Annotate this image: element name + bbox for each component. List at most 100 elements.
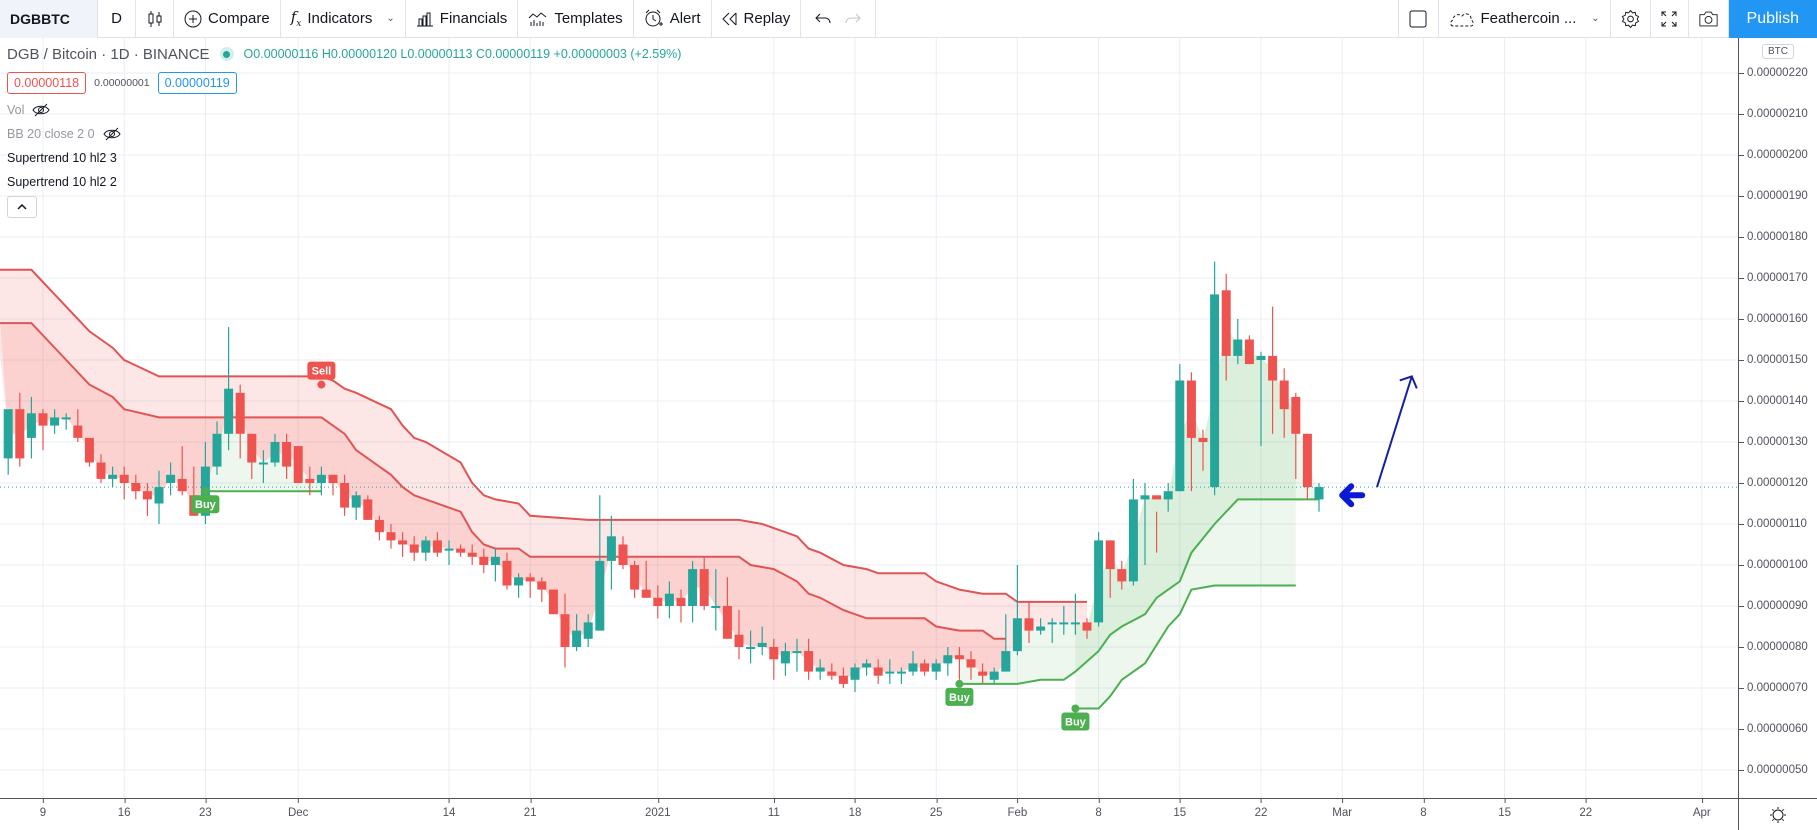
sell-price-button[interactable]: 0.00000118: [7, 72, 87, 94]
chevron-down-icon: ⌄: [1591, 13, 1600, 24]
settings-button[interactable]: [1611, 0, 1651, 38]
axis-settings-button[interactable]: [1738, 798, 1817, 830]
indicators-label: Indicators: [307, 10, 373, 27]
time-tick: 14: [442, 799, 456, 819]
indicator-bollinger[interactable]: BB 20 close 2 0: [7, 122, 681, 146]
spread-value: 0.00000001: [94, 77, 150, 89]
chart-legend: DGB / Bitcoin · 1D · BINANCE O0.00000116…: [7, 44, 681, 218]
eye-off-icon[interactable]: [32, 103, 50, 117]
compare-button[interactable]: Compare: [174, 0, 281, 38]
rewind-icon: [721, 12, 737, 25]
compare-label: Compare: [208, 10, 270, 27]
indicator-supertrend-3[interactable]: Supertrend 10 hl2 3: [7, 146, 681, 170]
time-axis[interactable]: 9 16 23 Dec 14 21 2021 11 18 25 Feb 8 15 22 Mar 8 15 22 Ap…: [0, 798, 1738, 830]
price-tick: 0.00000160: [1739, 311, 1817, 327]
indicator-supertrend-2[interactable]: Supertrend 10 hl2 2: [7, 170, 681, 194]
price-axis[interactable]: BTC 0.00000220 0.00000210 0.00000200 0.0000…: [1738, 38, 1817, 798]
time-tick: 22: [1579, 799, 1593, 819]
currency-badge[interactable]: BTC: [1762, 44, 1794, 59]
time-tick: Dec: [287, 799, 309, 819]
square-icon: [1409, 10, 1427, 27]
time-tick: 15: [1173, 799, 1187, 819]
fullscreen-button[interactable]: [1651, 0, 1689, 38]
replay-button[interactable]: Replay: [712, 0, 802, 38]
alert-button[interactable]: Alert: [634, 0, 712, 38]
camera-icon: [1698, 11, 1718, 26]
financials-label: Financials: [439, 10, 508, 27]
alert-label: Alert: [669, 10, 701, 27]
svg-text:Buy: Buy: [949, 692, 971, 704]
time-tick: 22: [1254, 799, 1268, 819]
price-tick: 0.00000190: [1739, 188, 1817, 204]
gear-icon: [1621, 9, 1639, 28]
price-tick: 0.00000050: [1739, 762, 1817, 778]
time-tick: 11: [767, 799, 780, 819]
price-tick: 0.00000070: [1739, 680, 1817, 696]
templates-button[interactable]: Templates: [518, 0, 634, 38]
price-tick: 0.00000100: [1739, 557, 1817, 573]
time-tick: 23: [198, 799, 212, 819]
fullscreen-icon: [1661, 11, 1677, 26]
indicator-volume[interactable]: Vol: [7, 98, 681, 122]
time-tick: 8: [1420, 799, 1427, 819]
svg-text:Buy: Buy: [1065, 717, 1087, 729]
price-tick: 0.00000090: [1739, 598, 1817, 614]
price-tick: 0.00000140: [1739, 393, 1817, 409]
price-chart-canvas[interactable]: Buy Sell Buy Buy: [0, 38, 1738, 798]
redo-icon[interactable]: [845, 13, 861, 25]
indicator-label: BB 20 close 2 0: [7, 127, 95, 141]
templates-icon: [528, 11, 547, 26]
cloud-icon: [1449, 12, 1474, 26]
top-toolbar: DGBBTC D Compare fx Indicators ⌄ Financi…: [0, 0, 1817, 38]
time-tick: 8: [1095, 799, 1102, 819]
eye-off-icon[interactable]: [102, 127, 121, 141]
market-status-icon: [219, 47, 234, 61]
indicator-label: Supertrend 10 hl2 2: [7, 175, 117, 189]
layout-select[interactable]: Feathercoin ... ⌄: [1439, 0, 1611, 38]
time-tick: Feb: [1007, 799, 1028, 819]
chart-style-button[interactable]: [136, 0, 174, 38]
time-tick: 25: [929, 799, 943, 819]
time-tick: 15: [1498, 799, 1511, 819]
layout-toggle-button[interactable]: [1399, 0, 1439, 38]
indicator-label: Vol: [7, 103, 25, 117]
publish-button[interactable]: Publish: [1728, 0, 1817, 38]
financials-button[interactable]: Financials: [406, 0, 519, 38]
undo-icon[interactable]: [815, 13, 831, 25]
price-tick: 0.00000200: [1739, 147, 1817, 163]
time-tick: Apr: [1692, 799, 1711, 819]
symbol-title[interactable]: DGB / Bitcoin · 1D · BINANCE: [7, 45, 210, 63]
plus-circle-icon: [184, 10, 202, 27]
price-tick: 0.00000110: [1739, 516, 1817, 532]
collapse-legend-button[interactable]: [7, 196, 37, 218]
interval-button[interactable]: D: [98, 0, 136, 38]
replay-label: Replay: [743, 10, 791, 27]
time-tick: Mar: [1332, 799, 1353, 819]
svg-text:Buy: Buy: [195, 499, 217, 511]
time-tick: 21: [523, 799, 537, 819]
chevron-down-icon[interactable]: ⌄: [386, 13, 395, 24]
layout-name: Feathercoin ...: [1480, 10, 1577, 27]
price-tick: 0.00000170: [1739, 270, 1817, 286]
price-tick: 0.00000130: [1739, 434, 1817, 450]
price-tick: 0.00000080: [1739, 639, 1817, 655]
templates-label: Templates: [554, 10, 623, 27]
alarm-clock-icon: [645, 9, 663, 26]
chevron-up-icon: [17, 204, 27, 210]
snapshot-button[interactable]: [1689, 0, 1729, 38]
indicators-button[interactable]: fx Indicators ⌄: [281, 0, 406, 38]
price-tick: 0.00000210: [1739, 106, 1817, 122]
time-tick: 18: [848, 799, 862, 819]
symbol-search[interactable]: DGBBTC: [0, 0, 98, 38]
undo-redo-group: [801, 0, 877, 38]
price-tick: 0.00000150: [1739, 352, 1817, 368]
candles-icon: [148, 10, 161, 27]
ohlc-values: O0.00000116 H0.00000120 L0.00000113 C0.0…: [243, 47, 682, 61]
price-tick: 0.00000120: [1739, 475, 1817, 491]
time-tick: 16: [117, 799, 131, 819]
sun-settings-icon: [1770, 806, 1786, 823]
bar-chart-icon: [416, 12, 433, 26]
price-tick: 0.00000180: [1739, 229, 1817, 245]
chart-pane[interactable]: Buy Sell Buy Buy: [0, 38, 1738, 798]
buy-price-button[interactable]: 0.00000119: [157, 72, 237, 94]
